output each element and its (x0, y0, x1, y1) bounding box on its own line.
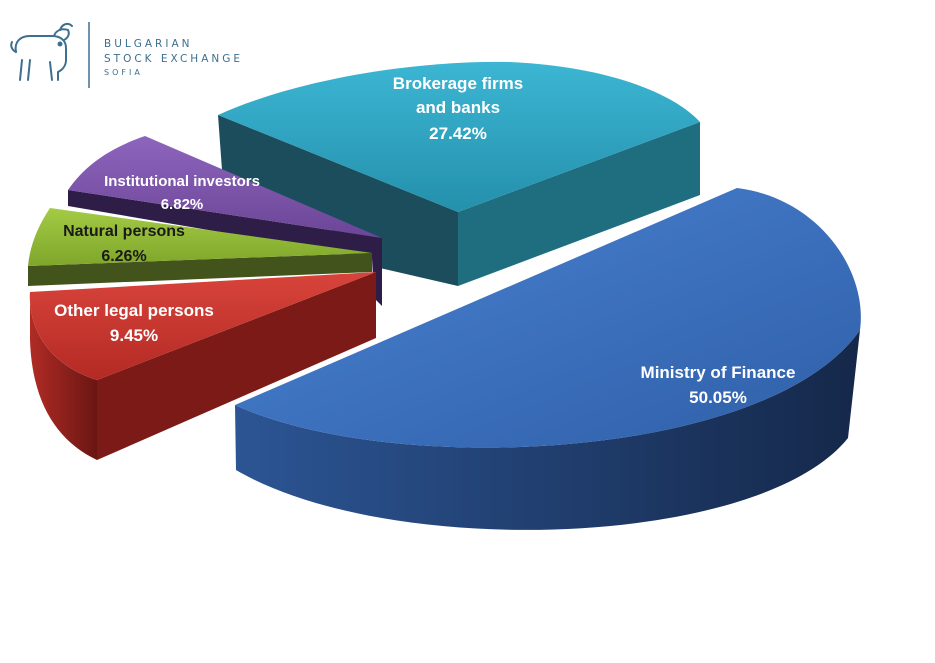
slice-side (28, 253, 372, 286)
slice-top (218, 61, 700, 212)
slice-label-percent: 9.45% (110, 326, 158, 345)
logo-line-2: STOCK EXCHANGE (104, 53, 243, 65)
slice-label-name: Brokerage firms (393, 74, 523, 93)
slice-side (68, 190, 382, 306)
slice-label-name: Institutional investors (104, 173, 260, 190)
slice-label-name: Ministry of Finance (641, 363, 796, 382)
slice-label-percent: 6.26% (101, 248, 146, 265)
slice-label-name: Natural persons (63, 223, 185, 240)
pie-slice-ministry-of-finance: Ministry of Finance 50.05% (235, 188, 861, 530)
pie-slice-natural-persons: Natural persons 6.26% (28, 208, 372, 286)
logo-line-3: SOFIA (104, 68, 143, 77)
slice-top (68, 136, 382, 238)
slice-side-right (458, 122, 700, 286)
slice-side-left (218, 115, 458, 286)
slice-top (28, 208, 372, 266)
pie-slice-brokerage-firms: Brokerage firms and banks 27.42% (218, 61, 700, 286)
slice-label-percent: 6.82% (161, 196, 204, 213)
bull-icon (10, 22, 73, 81)
slice-label-name-2: and banks (416, 98, 500, 117)
slice-label-name: Other legal persons (54, 301, 214, 320)
pie-slice-other-legal-persons: Other legal persons 9.45% (29, 272, 377, 460)
exchange-logo: BULGARIAN STOCK EXCHANGE SOFIA (10, 22, 243, 88)
logo-line-1: BULGARIAN (104, 38, 193, 50)
slice-side-cut (97, 272, 376, 460)
slice-side-outer (29, 292, 97, 460)
slice-top (29, 272, 377, 380)
slice-side (235, 330, 860, 530)
slice-top (235, 188, 861, 448)
pie-slice-institutional-investors: Institutional investors 6.82% (68, 136, 382, 306)
slice-label-percent: 27.42% (429, 124, 487, 143)
slice-label-percent: 50.05% (689, 388, 747, 407)
